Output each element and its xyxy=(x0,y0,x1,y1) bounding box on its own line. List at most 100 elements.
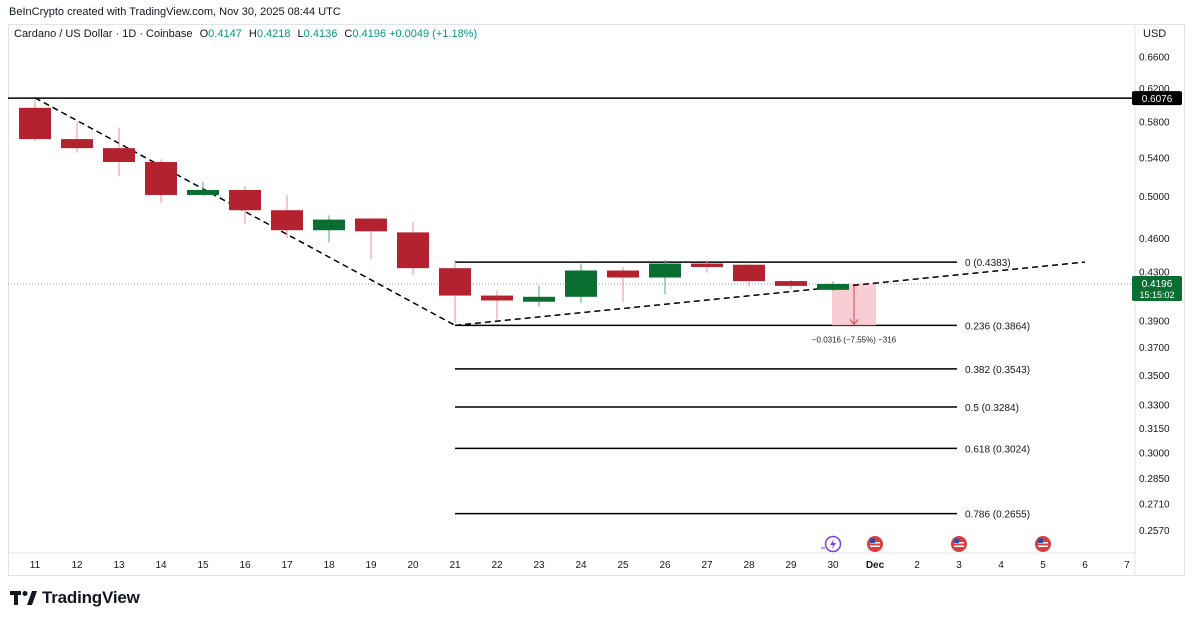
us-flag-icon-canton xyxy=(870,538,875,543)
y-tick-label: 0.3300 xyxy=(1139,401,1170,412)
low-value: 0.4136 xyxy=(303,28,338,40)
symbol-name[interactable]: Cardano / US Dollar · 1D · Coinbase xyxy=(14,28,193,40)
candle-body[interactable] xyxy=(523,296,555,302)
y-tick-label: 0.5000 xyxy=(1139,192,1170,203)
last-price-badge[interactable] xyxy=(1132,275,1182,301)
low-label: L xyxy=(297,28,304,40)
high-value: 0.4218 xyxy=(256,28,291,40)
chart-credit: BeInCrypto created with TradingView.com,… xyxy=(9,6,341,18)
candle-body[interactable] xyxy=(733,264,765,282)
us-flag-icon-stripe xyxy=(954,545,964,547)
x-tick-label: 5 xyxy=(1040,560,1046,571)
x-tick-label: Dec xyxy=(866,560,885,571)
x-tick-label: 25 xyxy=(617,560,629,571)
us-flag-icon[interactable] xyxy=(867,536,883,552)
x-tick-label: 26 xyxy=(659,560,671,571)
us-flag-icon-canton xyxy=(954,538,959,543)
horizontal-line-price-badge[interactable] xyxy=(1132,91,1182,106)
lightning-icon-bolt xyxy=(830,539,836,549)
candle-body[interactable] xyxy=(775,281,807,286)
tradingview-logo[interactable]: TradingView xyxy=(10,588,140,608)
us-flag-icon[interactable] xyxy=(951,536,967,552)
y-tick-label: 0.3700 xyxy=(1139,343,1170,354)
candle-body[interactable] xyxy=(397,232,429,269)
fib-level-label: 0.382 (0.3543) xyxy=(965,365,1030,376)
x-tick-label: 14 xyxy=(155,560,167,571)
y-tick-label: 0.4600 xyxy=(1139,234,1170,245)
x-tick-label: 12 xyxy=(71,560,83,571)
candle-body[interactable] xyxy=(103,148,135,163)
tradingview-logo-icon xyxy=(10,591,37,605)
x-tick-label: 3 xyxy=(956,560,962,571)
x-tick-label: 6 xyxy=(1082,560,1088,571)
candle-body[interactable] xyxy=(229,189,261,211)
x-tick-label: 27 xyxy=(701,560,713,571)
x-tick-label: 24 xyxy=(575,560,587,571)
x-tick-label: 29 xyxy=(785,560,797,571)
bar-countdown-text: 15:15:02 xyxy=(1139,290,1174,300)
x-tick-label: 30 xyxy=(827,560,839,571)
x-tick-label: 23 xyxy=(533,560,545,571)
horizontal-line-price-text: 0.6076 xyxy=(1142,94,1173,105)
us-flag-icon-stripe xyxy=(870,545,880,547)
y-tick-label: 0.3900 xyxy=(1139,317,1170,328)
x-tick-label: 11 xyxy=(30,560,41,571)
close-value: 0.4196 xyxy=(352,28,386,40)
open-value: 0.4147 xyxy=(208,28,242,40)
x-tick-label: 15 xyxy=(197,560,209,571)
candle-body[interactable] xyxy=(817,283,849,290)
candle-body[interactable] xyxy=(271,210,303,231)
close-label: C xyxy=(344,28,353,40)
brand-name: TradingView xyxy=(42,588,140,607)
x-tick-label: 21 xyxy=(449,560,461,571)
open-label: O xyxy=(199,28,209,40)
us-flag-icon-canton xyxy=(1038,538,1043,543)
chart-frame xyxy=(8,24,1185,576)
measure-arrow-head xyxy=(849,319,859,326)
y-tick-label: 0.3500 xyxy=(1139,371,1170,382)
last-price-text: 0.4196 xyxy=(1142,279,1173,290)
candle-body[interactable] xyxy=(187,189,219,195)
us-flag-icon[interactable] xyxy=(1035,536,1051,552)
x-tick-label: 28 xyxy=(743,560,755,571)
measure-label: −0.0316 (−7.55%) −316 xyxy=(812,335,897,344)
x-tick-label: 2 xyxy=(914,560,920,571)
y-tick-label: 0.6600 xyxy=(1139,53,1170,64)
candle-body[interactable] xyxy=(439,268,471,296)
x-tick-label: 7 xyxy=(1124,560,1130,571)
y-tick-label: 0.4300 xyxy=(1139,268,1170,279)
candle-body[interactable] xyxy=(355,218,387,232)
fib-level-label: 0.618 (0.3024) xyxy=(965,444,1030,455)
y-tick-label: 0.3150 xyxy=(1139,424,1170,435)
y-tick-label: 0.2850 xyxy=(1139,474,1170,485)
candle-body[interactable] xyxy=(481,295,513,301)
candle-body[interactable] xyxy=(565,270,597,297)
trend-line-ascending[interactable] xyxy=(454,261,1086,327)
candle-body[interactable] xyxy=(145,162,177,195)
candle-body[interactable] xyxy=(691,263,723,268)
candle-body[interactable] xyxy=(19,107,51,140)
y-tick-label: 0.3000 xyxy=(1139,448,1170,459)
y-tick-label: 0.5400 xyxy=(1139,153,1170,164)
y-tick-label: 0.5800 xyxy=(1139,117,1170,128)
currency-label[interactable]: USD xyxy=(1143,28,1167,40)
candle-body[interactable] xyxy=(649,263,681,278)
y-tick-label: 0.6200 xyxy=(1139,84,1170,95)
fib-level-label: 0.236 (0.3864) xyxy=(965,321,1030,332)
symbol-legend[interactable]: Cardano / US Dollar · 1D · Coinbase O0.4… xyxy=(14,28,477,40)
change-value: +0.0049 (+1.18%) xyxy=(389,28,478,40)
candle-body[interactable] xyxy=(61,139,93,149)
fib-level-label: 0.786 (0.2655) xyxy=(965,510,1030,521)
x-tick-label: 4 xyxy=(998,560,1004,571)
candle-body[interactable] xyxy=(607,270,639,278)
x-tick-label: 13 xyxy=(113,560,125,571)
fib-level-label: 0.5 (0.3284) xyxy=(965,403,1019,414)
x-tick-label: 19 xyxy=(365,560,377,571)
x-tick-label: 18 xyxy=(323,560,335,571)
candle-body[interactable] xyxy=(313,219,345,231)
us-flag-icon-stripe xyxy=(1038,545,1048,547)
fib-level-label: 0 (0.4383) xyxy=(965,258,1011,269)
x-tick-label: 17 xyxy=(281,560,293,571)
x-tick-label: 16 xyxy=(239,560,251,571)
